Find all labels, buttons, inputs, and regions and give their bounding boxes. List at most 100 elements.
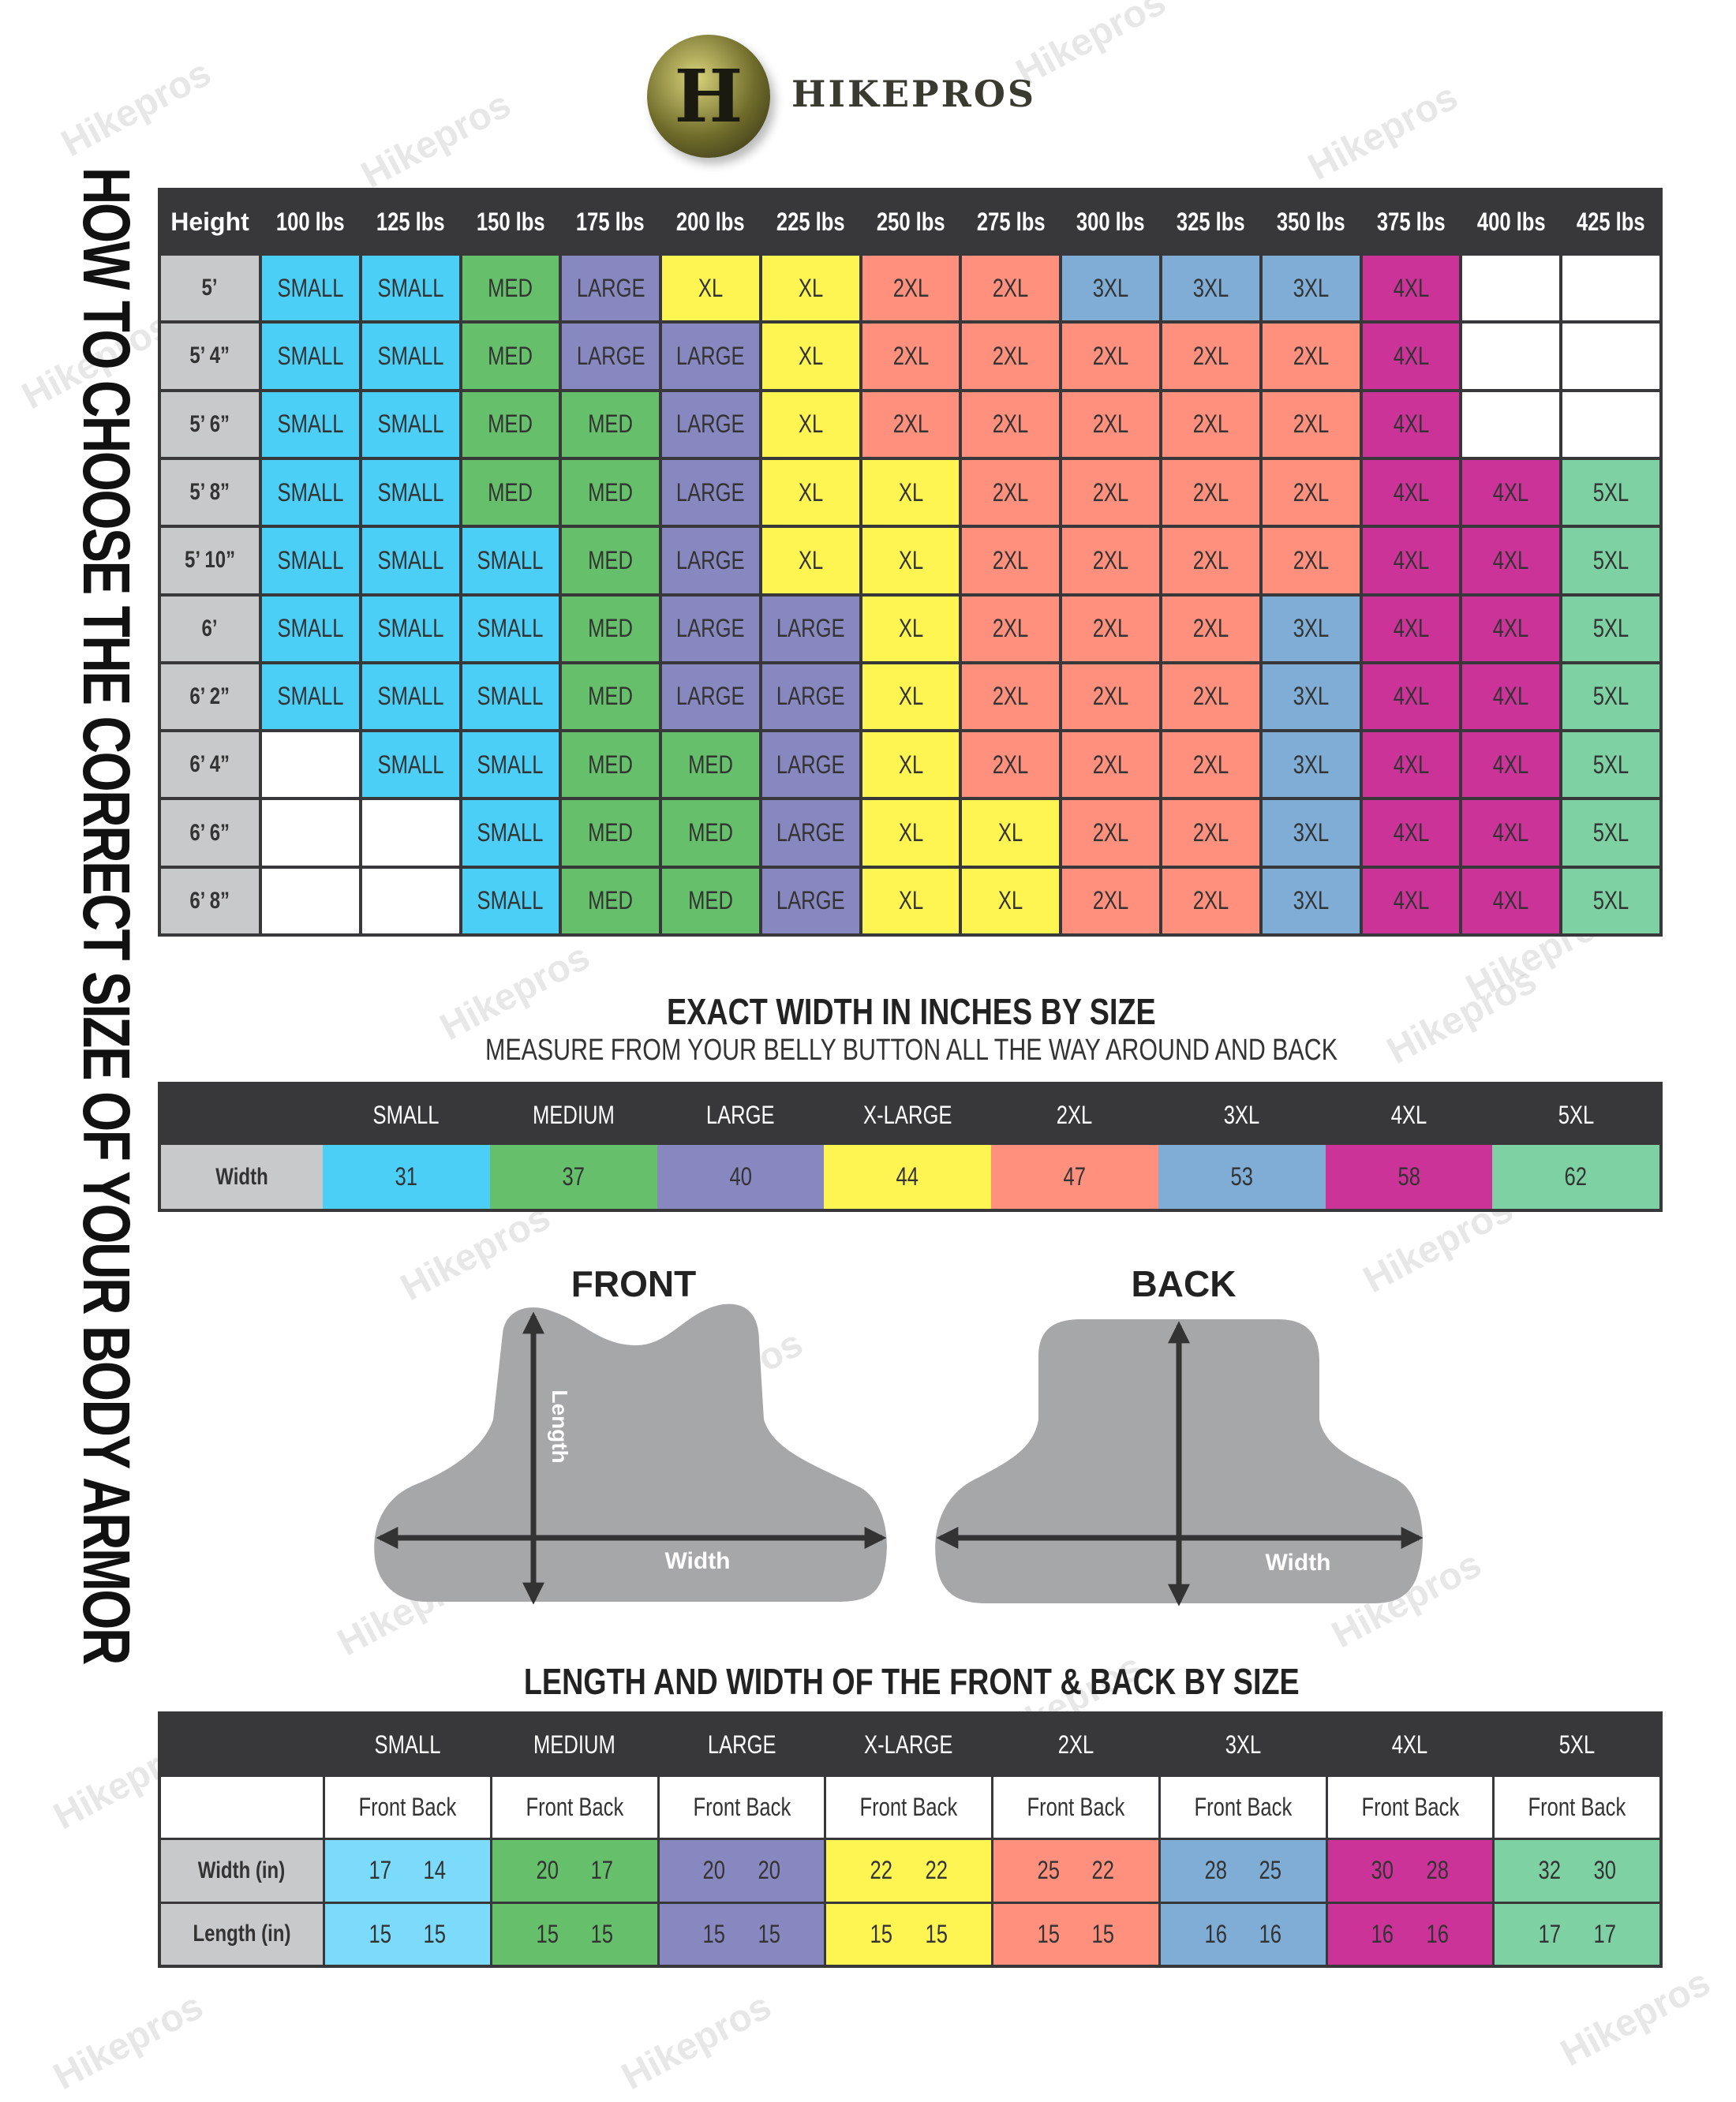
plate-size-header-text: 2XL	[1057, 1730, 1094, 1759]
size-cell-text: MED	[588, 818, 634, 847]
width-value-cell: 40	[657, 1145, 825, 1209]
size-cell: SMALL	[262, 391, 359, 457]
plate-length-cell: 15 15	[659, 1903, 825, 1965]
size-cell-text: 2XL	[892, 341, 929, 370]
size-cell: SMALL	[262, 664, 359, 730]
size-cell-text: 4XL	[1493, 477, 1529, 507]
size-cell: 2XL	[1162, 868, 1259, 933]
width-value-cell: 53	[1158, 1145, 1326, 1209]
row-height-text: 6’ 4”	[189, 751, 230, 778]
width-size-header-text: LARGE	[705, 1100, 775, 1129]
size-cell-text: SMALL	[477, 545, 544, 574]
size-cell-text: XL	[998, 818, 1023, 847]
size-cell-text: SMALL	[277, 614, 344, 643]
size-cell: XL	[761, 324, 859, 389]
width-value: 53	[1230, 1162, 1253, 1191]
header-weight: 200 lbs	[662, 191, 759, 252]
row-height-text: 5’ 4”	[189, 342, 230, 369]
row-height-text: 5’ 6”	[189, 410, 230, 437]
size-cell: SMALL	[262, 528, 359, 593]
row-height-label: 6’ 2”	[161, 664, 259, 730]
size-cell-text: 4XL	[1493, 886, 1529, 915]
plate-size-header-text: 3XL	[1225, 1730, 1261, 1759]
header-weight-text: 100 lbs	[275, 207, 345, 236]
plate-section-title: LENGTH AND WIDTH OF THE FRONT & BACK BY …	[0, 1660, 1736, 1703]
size-cell: 4XL	[1462, 528, 1560, 593]
front-back-text: Front Back	[1528, 1793, 1626, 1822]
size-cell: SMALL	[361, 596, 459, 661]
size-cell-text: 3XL	[1293, 273, 1330, 302]
back-width-value: 22	[1091, 1856, 1115, 1885]
size-cell: MED	[662, 732, 759, 798]
front-back-subheader: Front Back	[993, 1777, 1158, 1838]
size-cell-text: LARGE	[676, 341, 745, 370]
row-height-label: 5’ 4”	[161, 324, 259, 389]
back-label: Back	[578, 1793, 624, 1822]
header-weight-text: 325 lbs	[1177, 207, 1245, 236]
size-cell: SMALL	[361, 732, 459, 798]
size-cell: XL	[962, 868, 1060, 933]
size-cell-text: LARGE	[776, 818, 845, 847]
size-cell-text: SMALL	[377, 341, 444, 370]
header-weight: 250 lbs	[862, 191, 960, 252]
width-row-label: Width	[161, 1145, 323, 1209]
size-cell: 5XL	[1562, 868, 1659, 933]
size-cell: 2XL	[1062, 868, 1160, 933]
back-length-value: 15	[925, 1919, 948, 1948]
plate-size-header: 4XL	[1328, 1715, 1493, 1775]
size-cell: SMALL	[361, 664, 459, 730]
plate-width-cell: 17 14	[325, 1840, 490, 1902]
size-cell-text: 4XL	[1393, 614, 1429, 643]
row-height-label: 6’ 4”	[161, 732, 259, 798]
header-weight: 325 lbs	[1162, 191, 1259, 252]
size-cell-text: 2XL	[1092, 682, 1129, 711]
size-cell: SMALL	[462, 528, 559, 593]
size-cell: MED	[562, 596, 660, 661]
size-cell-text: MED	[488, 273, 533, 302]
front-length-value: 16	[1371, 1919, 1394, 1948]
size-cell: XL	[662, 256, 759, 321]
size-cell-text: SMALL	[277, 545, 344, 574]
size-cell-text: MED	[588, 750, 634, 779]
size-cell-text: 4XL	[1393, 410, 1429, 439]
front-label: Front	[1360, 1793, 1409, 1822]
plate-width-cell: 20 17	[492, 1840, 657, 1902]
size-cell-text: XL	[898, 614, 923, 643]
width-value-cell: 44	[824, 1145, 991, 1209]
hikepros-logo: H	[647, 35, 770, 158]
size-cell-text: 2XL	[1192, 410, 1229, 439]
back-label: Back	[1247, 1793, 1293, 1822]
size-cell: 4XL	[1362, 868, 1460, 933]
size-cell: SMALL	[361, 324, 459, 389]
size-cell-text: SMALL	[477, 818, 544, 847]
back-width-value: 17	[590, 1856, 614, 1885]
size-cell-text: MED	[588, 614, 634, 643]
width-section-title: EXACT WIDTH IN INCHES BY SIZE	[0, 990, 1736, 1033]
size-cell: 2XL	[862, 391, 960, 457]
width-size-header: 5XL	[1492, 1085, 1659, 1145]
size-cell: LARGE	[662, 391, 759, 457]
width-size-header-text: 5XL	[1558, 1100, 1594, 1129]
size-cell: LARGE	[662, 528, 759, 593]
size-cell-text: 2XL	[1192, 477, 1229, 507]
back-label: Back	[1413, 1793, 1459, 1822]
size-cell-text: 4XL	[1493, 682, 1529, 711]
size-cell-text: 5XL	[1592, 886, 1629, 915]
plate-size-header: 5XL	[1495, 1715, 1659, 1775]
size-cell: 3XL	[1262, 256, 1360, 321]
size-cell: 2XL	[962, 459, 1060, 526]
front-back-text: Front Back	[1361, 1793, 1459, 1822]
size-cell-text: XL	[798, 545, 823, 574]
size-cell-text: SMALL	[277, 682, 344, 711]
back-label: Back	[1581, 1793, 1626, 1822]
plate-size-header-text: LARGE	[707, 1730, 776, 1759]
size-cell-text: XL	[898, 477, 923, 507]
size-cell-text: 2XL	[1092, 477, 1129, 507]
size-cell: 2XL	[962, 732, 1060, 798]
size-cell-text: SMALL	[477, 682, 544, 711]
size-cell: SMALL	[361, 528, 459, 593]
back-length-value: 15	[423, 1919, 447, 1948]
size-cell-text: 2XL	[1293, 477, 1330, 507]
size-cell-text: 4XL	[1493, 750, 1529, 779]
width-section-subtitle-text: MEASURE FROM YOUR BELLY BUTTON ALL THE W…	[485, 1034, 1338, 1067]
